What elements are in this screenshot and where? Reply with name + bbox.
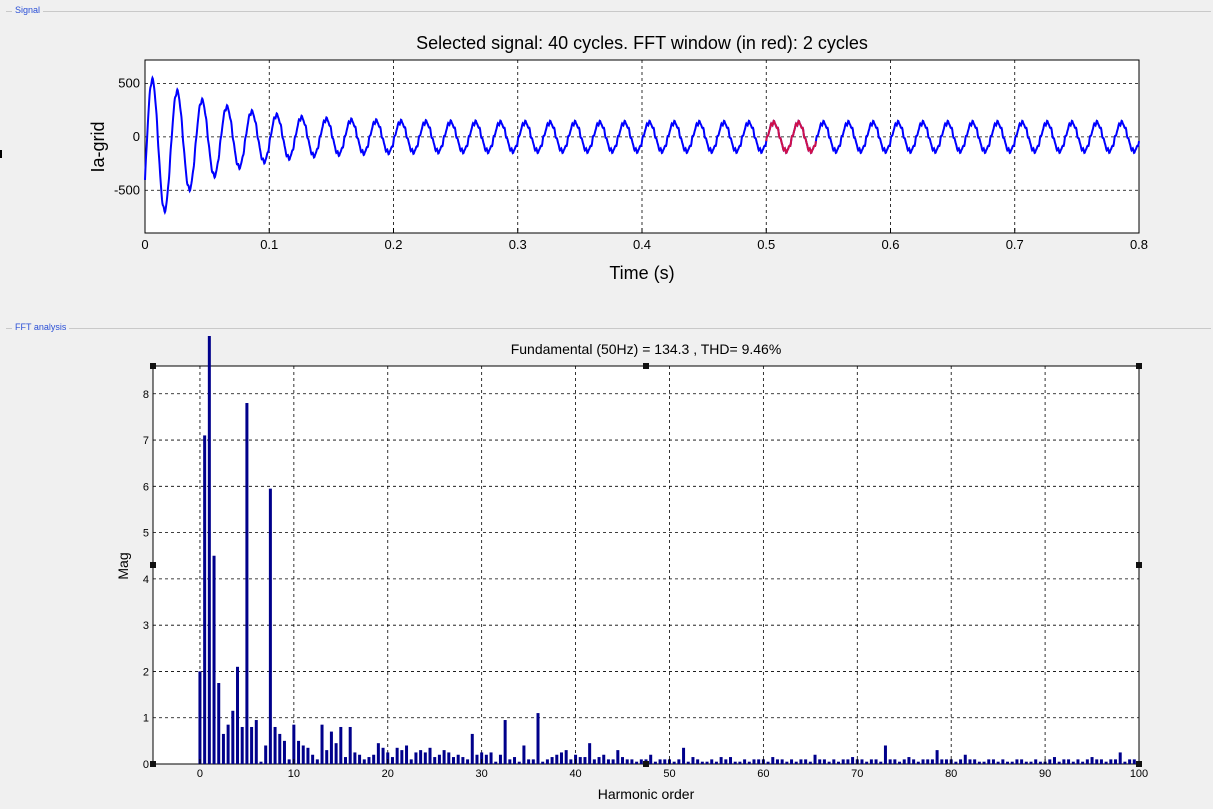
resize-handle-bottom-left[interactable]: [150, 761, 156, 767]
resize-handle-middle-right[interactable]: [1136, 562, 1142, 568]
resize-handle-middle-left[interactable]: [150, 562, 156, 568]
signal-x-tick-label: 0: [141, 237, 148, 252]
signal-x-tick-label: 0.6: [881, 237, 899, 252]
signal-y-tick-label: 500: [118, 75, 140, 90]
signal-waveform: [144, 75, 1140, 216]
resize-handle-top-center[interactable]: [643, 363, 649, 369]
signal-x-tick-label: 0.1: [260, 237, 278, 252]
signal-x-tick-label: 0.3: [509, 237, 527, 252]
resize-handle-bottom-right[interactable]: [1136, 761, 1142, 767]
signal-title: Selected signal: 40 cycles. FFT window (…: [416, 33, 868, 53]
resize-handle-top-right[interactable]: [1136, 363, 1142, 369]
signal-x-tick-label: 0.2: [384, 237, 402, 252]
signal-x-tick-label: 0.4: [633, 237, 651, 252]
fft-window-waveform: [765, 119, 817, 155]
signal-group: Signal: [6, 5, 1211, 292]
signal-x-tick-label: 0.7: [1006, 237, 1024, 252]
resize-handle-top-left[interactable]: [150, 363, 156, 369]
signal-x-axis-label: Time (s): [609, 263, 674, 283]
fft-analysis-group: FFT analysis: [6, 322, 1211, 807]
resize-handle-bottom-center[interactable]: [643, 761, 649, 767]
fft-group-label: FFT analysis: [12, 322, 70, 332]
signal-group-label: Signal: [12, 5, 44, 15]
signal-plot: 0 0.1 0.2 0.3 0.4 0.5 0.6 0.7 0.8 -500 0 500 Select…: [88, 33, 1148, 283]
signal-y-tick-label: -500: [114, 182, 140, 197]
signal-x-tick-label: 0.8: [1130, 237, 1148, 252]
signal-x-tick-label: 0.5: [757, 237, 775, 252]
signal-y-tick-label: 0: [133, 129, 140, 144]
panel-edge-mark: [0, 150, 2, 158]
signal-y-axis-label: Ia-grid: [88, 121, 108, 172]
signal-ticks: 0 0.1 0.2 0.3 0.4 0.5 0.6 0.7 0.8 -500 0 500: [114, 75, 1148, 252]
